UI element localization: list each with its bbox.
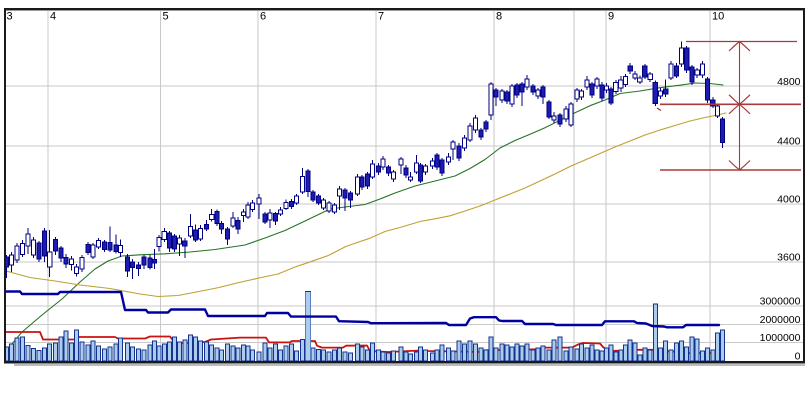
svg-text:4000: 4000 bbox=[777, 193, 801, 205]
svg-text:4800: 4800 bbox=[777, 76, 801, 88]
svg-text:4: 4 bbox=[50, 11, 56, 23]
svg-text:0: 0 bbox=[795, 350, 801, 362]
svg-text:6: 6 bbox=[260, 11, 266, 23]
svg-text:3600: 3600 bbox=[777, 251, 801, 263]
svg-text:9: 9 bbox=[608, 11, 614, 23]
svg-text:3000000: 3000000 bbox=[760, 296, 801, 308]
svg-text:3: 3 bbox=[7, 11, 13, 23]
svg-text:8: 8 bbox=[496, 11, 502, 23]
svg-text:1000000: 1000000 bbox=[760, 332, 801, 344]
svg-text:4400: 4400 bbox=[777, 135, 801, 147]
svg-text:2000000: 2000000 bbox=[760, 314, 801, 326]
svg-text:5: 5 bbox=[163, 11, 169, 23]
svg-text:7: 7 bbox=[378, 11, 384, 23]
svg-text:10: 10 bbox=[712, 11, 724, 23]
